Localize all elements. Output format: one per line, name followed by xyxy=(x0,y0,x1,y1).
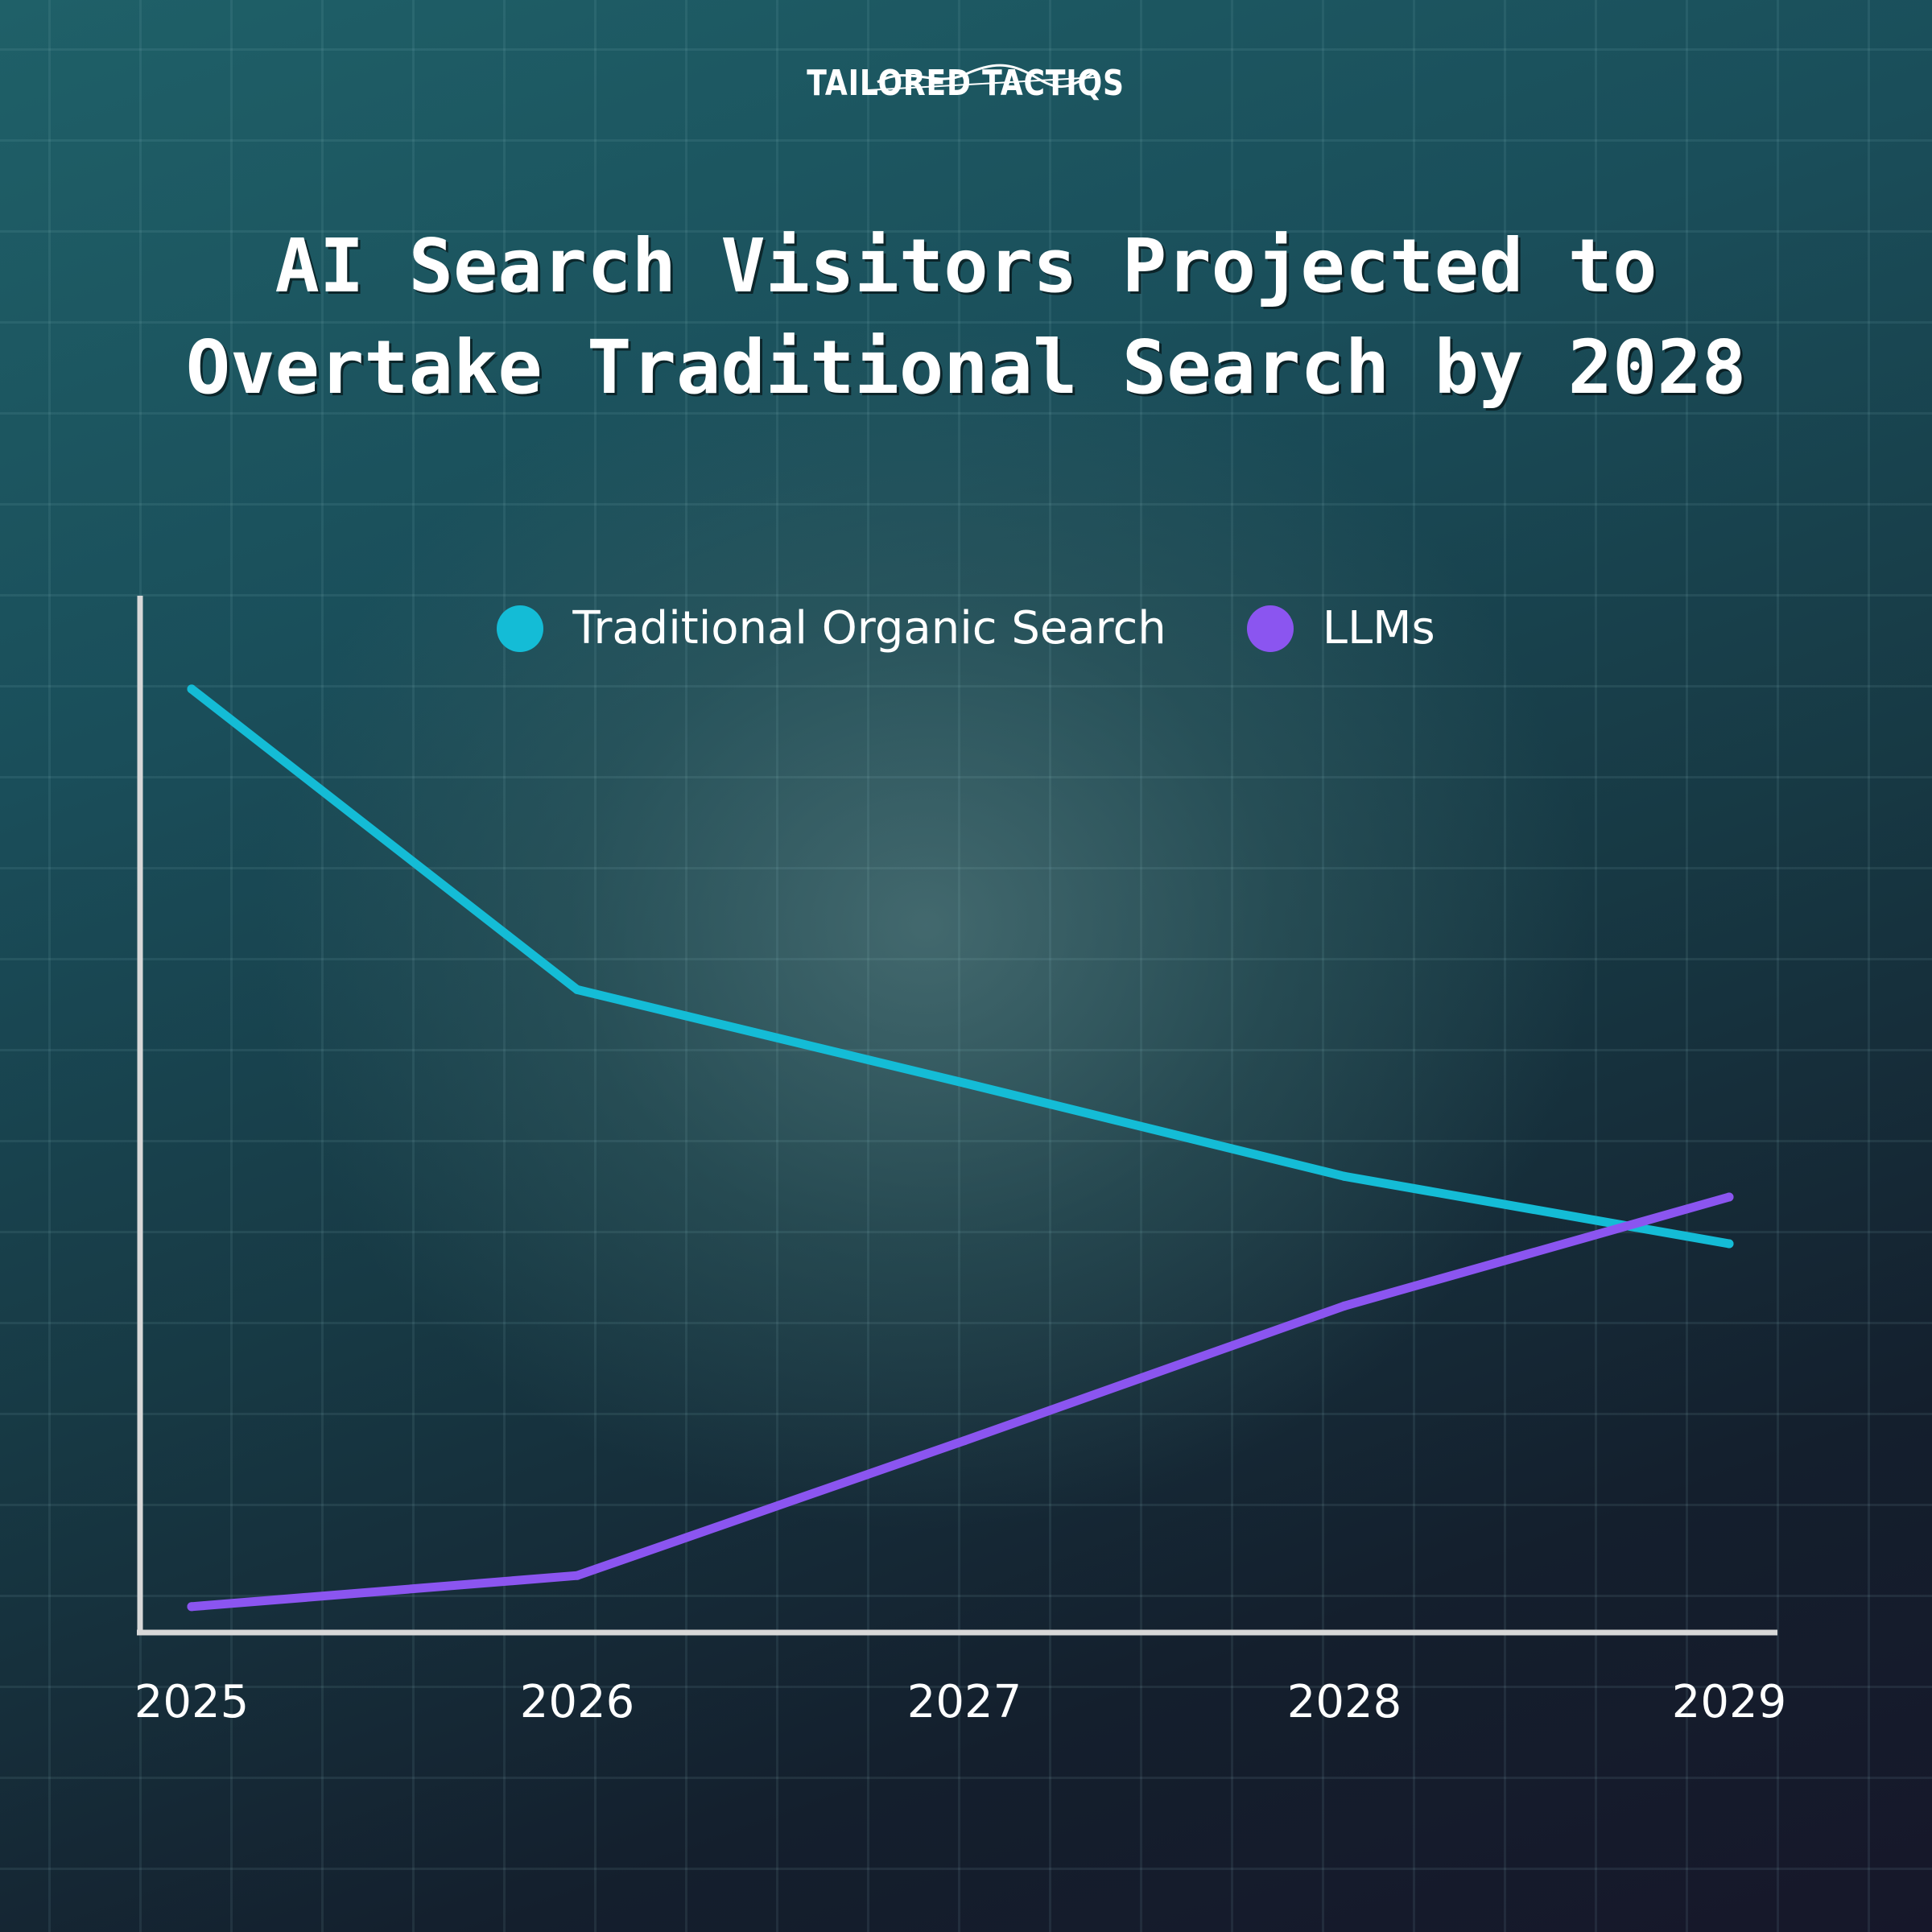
brand-signature xyxy=(867,64,1097,91)
data-point-traditional-2026 xyxy=(572,985,582,994)
legend-marker-llms xyxy=(1246,605,1294,652)
data-point-traditional-2028 xyxy=(1340,1171,1349,1181)
legend-item-traditional: Traditional Organic Search xyxy=(497,602,1166,654)
brand-logo: TAILORED TACTIQS xyxy=(0,63,1932,104)
brand-name: TAILORED TACTIQS xyxy=(807,63,1125,104)
x-tick-label-2029: 2029 xyxy=(1672,1676,1787,1728)
x-tick-label-2025: 2025 xyxy=(134,1676,250,1728)
data-point-llms-2026 xyxy=(572,1571,582,1580)
series-line-traditional xyxy=(187,684,1734,1249)
chart-title-line-1: AI Search Visitors Projected to xyxy=(275,223,1657,309)
x-tick-label-2026: 2026 xyxy=(520,1676,635,1728)
chart-title-line-2: Overtake Traditional Search by 2028 xyxy=(185,324,1747,411)
x-tick-label-2027: 2027 xyxy=(907,1676,1022,1728)
data-point-llms-2029 xyxy=(1724,1192,1734,1202)
data-point-llms-2025 xyxy=(187,1602,196,1612)
data-point-traditional-2025 xyxy=(187,684,196,694)
data-point-llms-2027 xyxy=(960,1436,969,1446)
legend-marker-traditional xyxy=(497,605,544,652)
data-point-llms-2028 xyxy=(1340,1301,1349,1311)
legend-label-traditional: Traditional Organic Search xyxy=(572,602,1166,654)
x-tick-label-2028: 2028 xyxy=(1287,1676,1402,1728)
data-point-traditional-2029 xyxy=(1724,1239,1734,1249)
legend-label-llms: LLMs xyxy=(1322,602,1435,654)
series-line-llms xyxy=(187,1192,1734,1612)
chart-legend: Traditional Organic Search LLMs xyxy=(0,602,1932,654)
legend-item-llms: LLMs xyxy=(1246,602,1435,654)
data-point-traditional-2027 xyxy=(960,1078,969,1088)
chart-title: AI Search Visitors Projected to Overtake… xyxy=(0,216,1932,419)
